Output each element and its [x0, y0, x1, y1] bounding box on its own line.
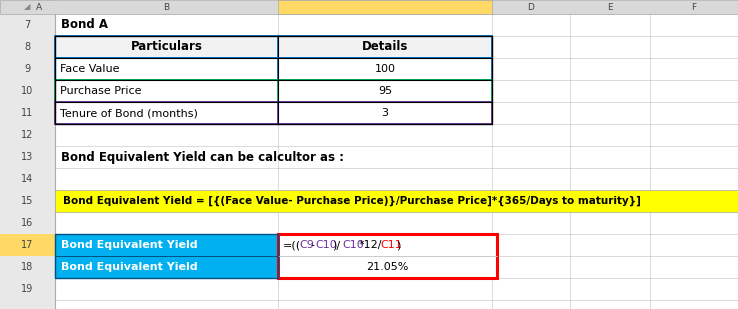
Text: C10: C10: [315, 240, 337, 250]
Text: F: F: [692, 2, 697, 11]
Text: 19: 19: [21, 284, 34, 294]
Text: 100: 100: [374, 64, 396, 74]
Bar: [55, 234, 278, 278]
Text: 11: 11: [21, 108, 34, 118]
Text: C11: C11: [380, 240, 402, 250]
Bar: [55, 190, 738, 212]
Text: C10: C10: [342, 240, 364, 250]
Text: 13: 13: [21, 152, 34, 162]
Text: ): ): [396, 240, 401, 250]
Text: 10: 10: [21, 86, 34, 96]
Bar: [55, 256, 278, 278]
Bar: [55, 80, 492, 102]
Text: Bond Equivalent Yield: Bond Equivalent Yield: [61, 262, 198, 272]
Bar: [278, 234, 497, 256]
Text: 15: 15: [21, 196, 34, 206]
Text: C: C: [382, 2, 388, 11]
Text: ◢: ◢: [24, 2, 31, 11]
Bar: [55, 234, 278, 256]
Text: Bond Equivalent Yield = [{(Face Value- Purchase Price)}/Purchase Price]*{365/Day: Bond Equivalent Yield = [{(Face Value- P…: [63, 196, 641, 206]
Text: 95: 95: [378, 86, 392, 96]
Text: A: A: [35, 2, 41, 11]
Text: 7: 7: [24, 20, 30, 30]
Bar: [55, 102, 492, 124]
Text: 12: 12: [21, 130, 34, 140]
Text: -: -: [310, 240, 314, 250]
Text: Bond Equivalent Yield: Bond Equivalent Yield: [61, 240, 198, 250]
Text: Details: Details: [362, 40, 408, 53]
Text: D: D: [528, 2, 534, 11]
Bar: [55, 58, 492, 80]
Text: Bond A: Bond A: [61, 19, 108, 32]
Bar: [278, 256, 497, 278]
Bar: [278, 234, 497, 278]
Bar: [0, 0, 738, 14]
Text: 3: 3: [382, 108, 388, 118]
Text: B: B: [163, 2, 170, 11]
Text: Bond Equivalent Yield can be calcultor as :: Bond Equivalent Yield can be calcultor a…: [61, 150, 344, 163]
Text: Particulars: Particulars: [131, 40, 202, 53]
Text: 18: 18: [21, 262, 34, 272]
Text: C9: C9: [299, 240, 314, 250]
Text: 16: 16: [21, 218, 34, 228]
Text: )/: )/: [331, 240, 339, 250]
Text: Tenure of Bond (months): Tenure of Bond (months): [60, 108, 198, 118]
Bar: [55, 36, 492, 124]
Text: *12/: *12/: [359, 240, 382, 250]
Text: 8: 8: [24, 42, 30, 52]
Text: E: E: [607, 2, 613, 11]
Bar: [278, 0, 492, 14]
Text: =((: =((: [283, 240, 301, 250]
Bar: [0, 0, 55, 309]
Text: 21.05%: 21.05%: [366, 262, 409, 272]
Bar: [55, 36, 492, 58]
Text: 17: 17: [21, 240, 34, 250]
Text: 17: 17: [21, 240, 34, 250]
Text: Purchase Price: Purchase Price: [60, 86, 142, 96]
Bar: [55, 36, 492, 58]
Bar: [0, 234, 55, 256]
Text: 14: 14: [21, 174, 34, 184]
Text: Face Value: Face Value: [60, 64, 120, 74]
Text: 9: 9: [24, 64, 30, 74]
